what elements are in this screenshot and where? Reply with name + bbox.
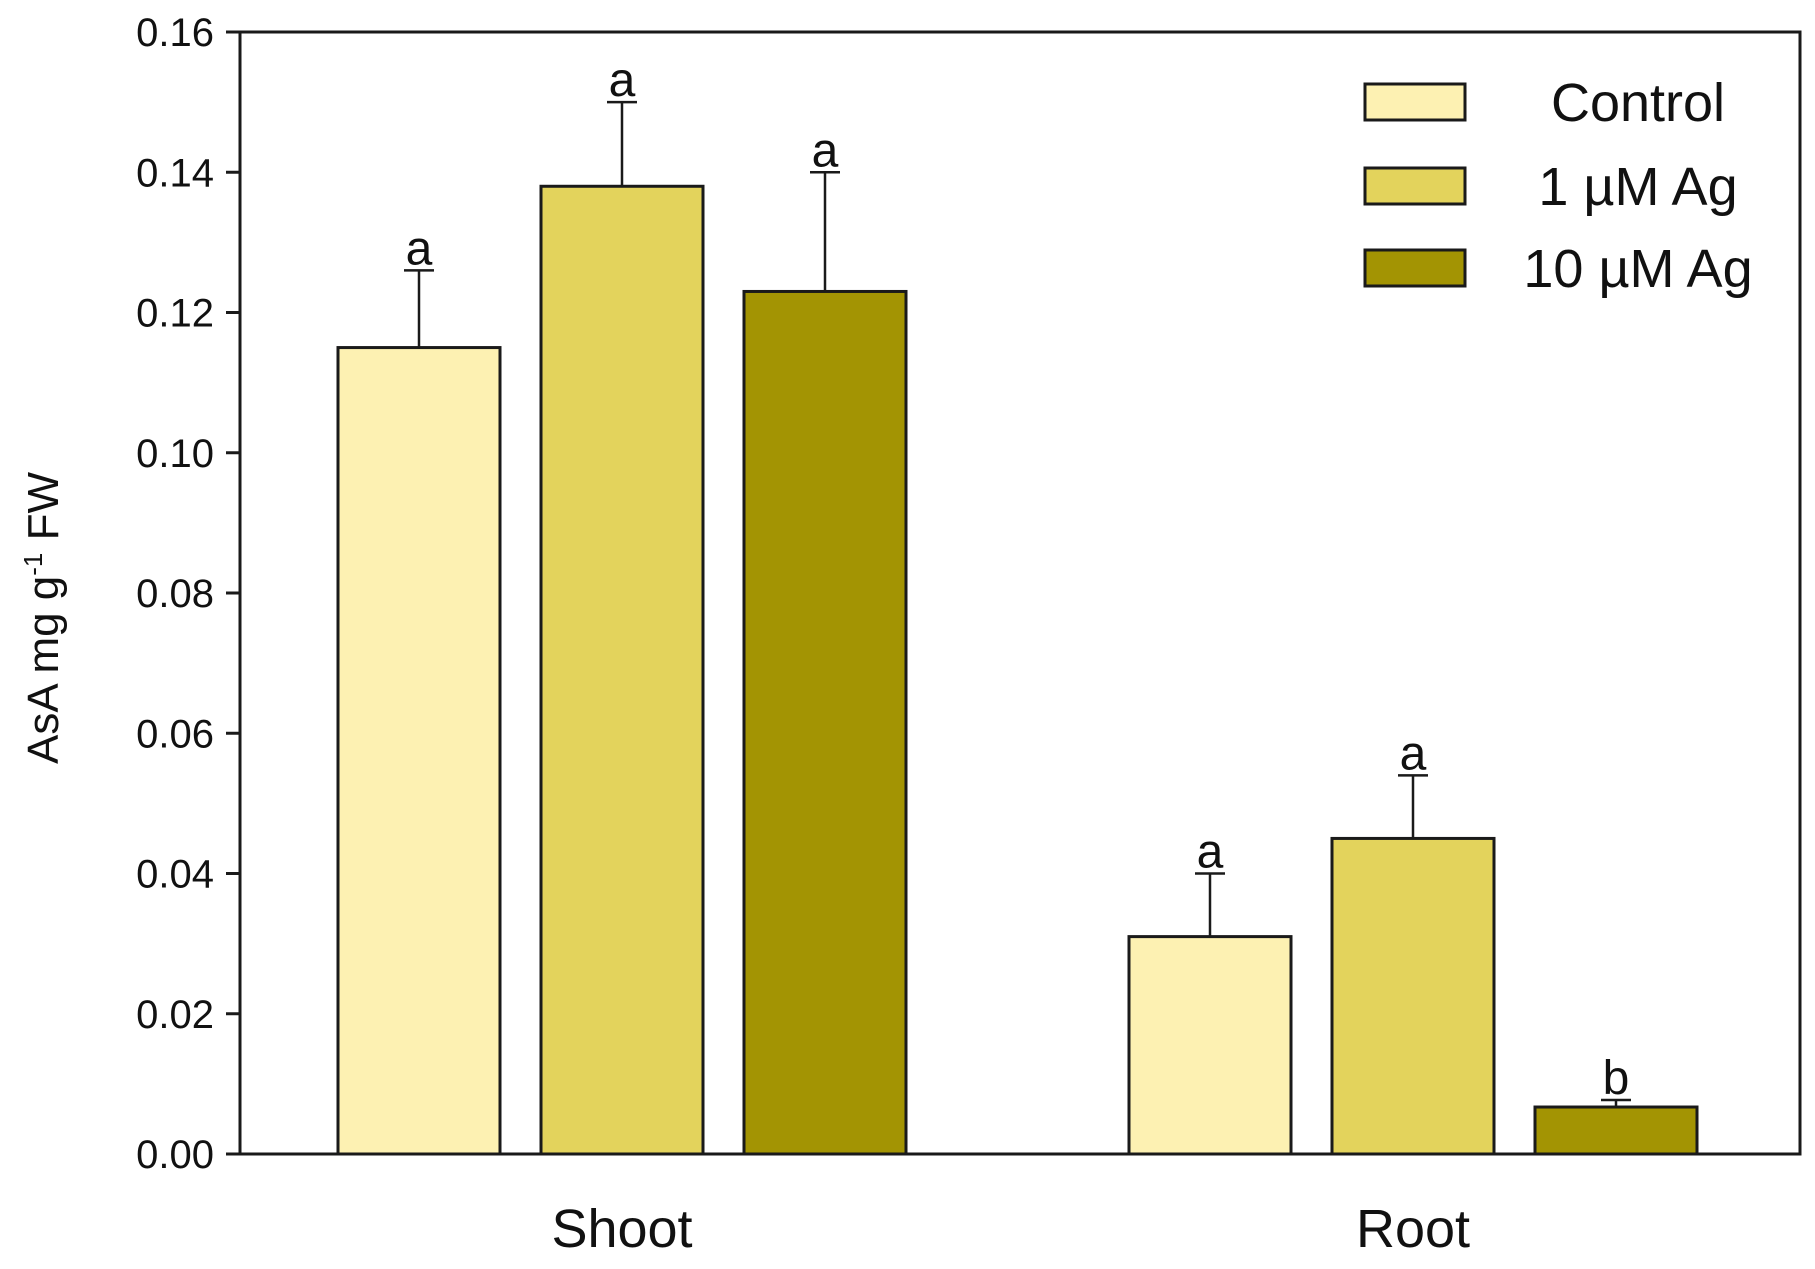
significance-label: a <box>812 124 839 177</box>
y-axis-label-main: AsA mg g <box>19 576 68 764</box>
legend-swatch <box>1363 166 1467 206</box>
y-tick-label: 0.08 <box>136 572 214 616</box>
bar <box>336 346 502 1156</box>
bar <box>1127 935 1293 1156</box>
y-tick-label: 0.10 <box>136 432 214 476</box>
significance-label: a <box>609 54 636 107</box>
plot-area: 0.00 0.02 0.04 0.06 0.08 0.10 0.12 0.14 0.16 Shoo… <box>136 11 1802 1259</box>
legend-label: 10 µM Ag <box>1523 239 1752 299</box>
legend-swatch <box>1363 82 1467 122</box>
significance-label: a <box>1197 826 1224 879</box>
y-axis-label-unit: FW <box>19 472 68 553</box>
significance-label: b <box>1603 1052 1630 1105</box>
bar <box>539 184 705 1156</box>
bar <box>1330 836 1496 1156</box>
legend: Control 1 µM Ag 10 µM Ag <box>1363 73 1753 299</box>
y-tick-label: 0.06 <box>136 712 214 756</box>
y-tick-label: 0.12 <box>136 292 214 336</box>
y-tick-label: 0.02 <box>136 993 214 1037</box>
significance-label: a <box>406 222 433 275</box>
y-axis-label-superscript: -1 <box>18 553 48 576</box>
bar <box>742 289 908 1156</box>
category-label: Root <box>1356 1199 1470 1259</box>
y-tick-label: 0.16 <box>136 11 214 55</box>
legend-label: 1 µM Ag <box>1538 157 1737 217</box>
legend-swatch <box>1363 248 1467 288</box>
significance-label: a <box>1400 727 1427 780</box>
y-tick-label: 0.04 <box>136 853 214 897</box>
y-axis-label: AsA mg g-1 FW <box>18 472 68 765</box>
y-tick-label: 0.14 <box>136 151 214 195</box>
bar <box>1533 1105 1699 1156</box>
category-label: Shoot <box>551 1199 692 1259</box>
y-tick-label: 0.00 <box>136 1133 214 1177</box>
legend-label: Control <box>1551 73 1725 133</box>
